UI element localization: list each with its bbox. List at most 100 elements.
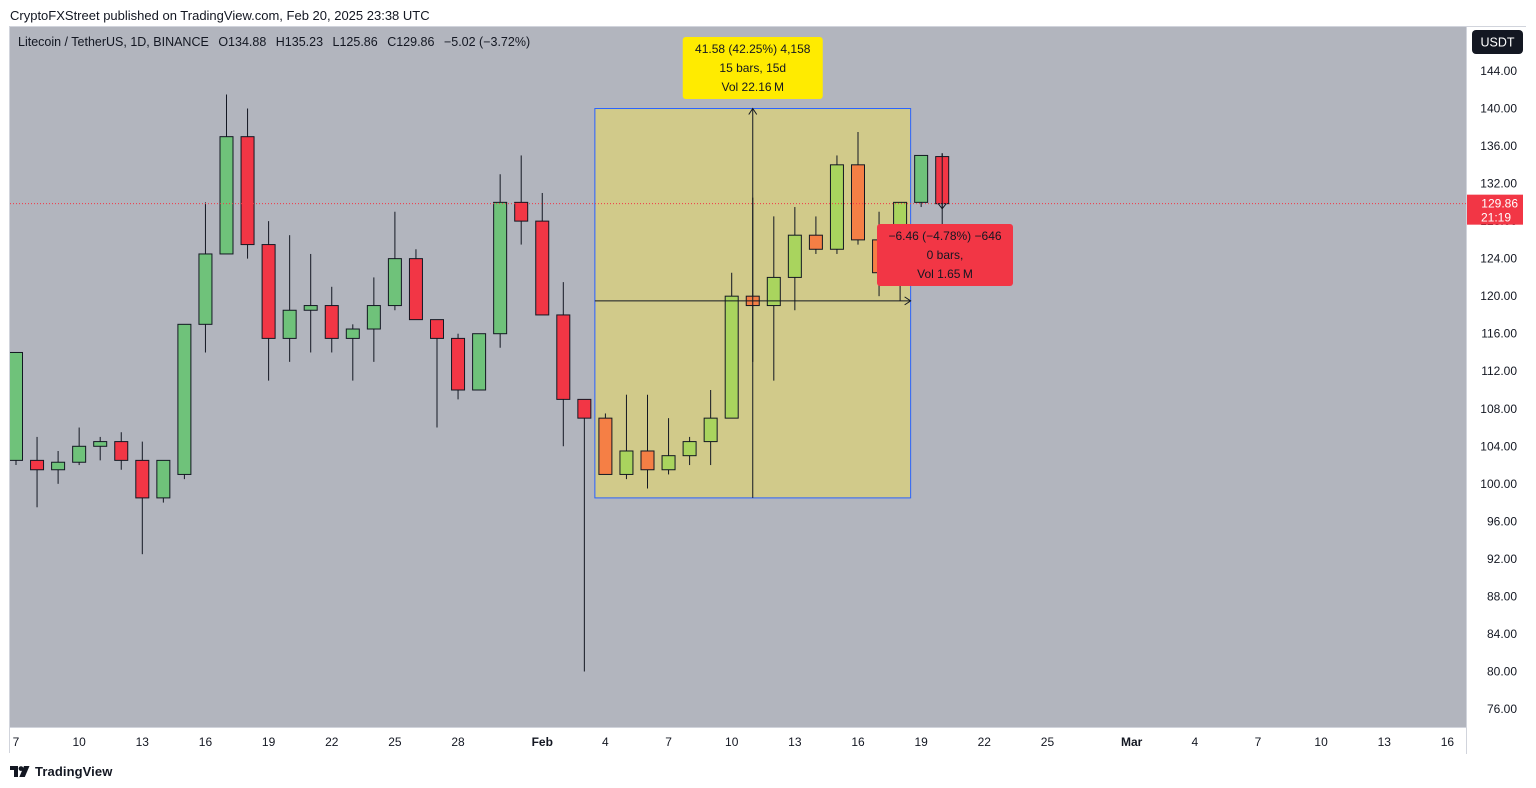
- candle[interactable]: [808, 216, 823, 254]
- short-measure-line-1: −6.46 (−4.78%) −646: [888, 229, 1001, 243]
- candle[interactable]: [451, 333, 466, 400]
- candle[interactable]: [556, 282, 571, 447]
- candle[interactable]: [914, 154, 929, 208]
- measure-up-arrow-icon: [748, 107, 758, 115]
- candle[interactable]: [640, 394, 655, 489]
- time-tick-label: 13: [788, 735, 802, 749]
- candle[interactable]: [114, 432, 129, 470]
- time-tick-label: 10: [725, 735, 739, 749]
- price-tick-label: 132.00: [1480, 177, 1517, 191]
- candle[interactable]: [851, 131, 865, 245]
- measure-info-label: 41.58 (42.25%) 4,158 15 bars, 15d Vol 22.1…: [682, 37, 823, 99]
- ohlc-open: O134.88: [218, 35, 266, 49]
- last-price-tag-bg: [1467, 194, 1523, 225]
- candle[interactable]: [724, 272, 739, 419]
- candle-body: [514, 201, 529, 222]
- candle-body: [851, 164, 865, 241]
- chart-frame[interactable]: 41.58 (42.25%) 4,158 15 bars, 15d Vol 22.1…: [9, 26, 1527, 754]
- time-axis[interactable]: 7 10 13 16 19 22 25 28 Feb 4 7 10 13 16 19 22 25 Mar 4 7 10 1…: [13, 735, 1455, 749]
- candle[interactable]: [177, 323, 192, 480]
- candle[interactable]: [387, 211, 402, 311]
- candle[interactable]: [619, 394, 634, 480]
- candle[interactable]: [829, 155, 844, 254]
- candle-body: [703, 417, 718, 443]
- candle[interactable]: [51, 450, 66, 484]
- time-tick-label: 4: [602, 735, 609, 749]
- candle[interactable]: [682, 436, 697, 466]
- currency-badge[interactable]: USDT: [1472, 30, 1523, 54]
- price-tick-label: 112.00: [1481, 364, 1517, 378]
- price-tick-label: 96.00: [1487, 514, 1517, 528]
- candle[interactable]: [93, 436, 108, 461]
- time-tick-label: 16: [851, 735, 865, 749]
- candle[interactable]: [240, 108, 255, 259]
- candle[interactable]: [324, 286, 339, 353]
- candle[interactable]: [408, 249, 423, 321]
- measure-info-line-2: 15 bars, 15d: [719, 61, 786, 75]
- candle-body: [387, 258, 402, 307]
- price-tick-label: 144.00: [1480, 64, 1517, 78]
- time-tick-label: 7: [1255, 735, 1262, 749]
- price-tick-label: 104.00: [1480, 439, 1517, 453]
- candle-body: [345, 328, 360, 339]
- candle-body: [114, 441, 129, 461]
- candle[interactable]: [30, 436, 45, 508]
- candlestick-chart[interactable]: 41.58 (42.25%) 4,158 15 bars, 15d Vol 22.1…: [10, 27, 1527, 754]
- candle-body: [51, 461, 66, 471]
- tradingview-logo[interactable]: TradingView: [10, 764, 112, 779]
- price-tick-label: 116.00: [1481, 327, 1517, 341]
- published-byline: CryptoFXStreet published on TradingView.…: [10, 8, 430, 23]
- candle[interactable]: [787, 207, 802, 311]
- candle[interactable]: [577, 398, 592, 672]
- candle[interactable]: [514, 155, 529, 245]
- time-tick-label: 25: [1041, 735, 1055, 749]
- candle[interactable]: [303, 253, 318, 353]
- candle[interactable]: [10, 351, 23, 466]
- candle[interactable]: [198, 202, 213, 353]
- price-axis[interactable]: 144.00140.00136.00132.00128.00124.00120.…: [1467, 64, 1523, 716]
- candle[interactable]: [430, 319, 444, 428]
- time-tick-label: 22: [325, 735, 339, 749]
- time-tick-label: 19: [914, 735, 928, 749]
- candle[interactable]: [703, 390, 718, 466]
- candle-body: [177, 323, 192, 475]
- overlay-layer: 41.58 (42.25%) 4,158 15 bars, 15d Vol 22.1…: [10, 37, 1466, 498]
- symbol-line: Litecoin / TetherUS, 1D, BINANCE O134.88…: [18, 35, 530, 49]
- candle[interactable]: [766, 216, 781, 381]
- candle-body: [156, 459, 171, 499]
- candle-body: [135, 459, 150, 499]
- candle-body: [30, 459, 45, 471]
- candle-body: [472, 333, 487, 391]
- price-tick-label: 120.00: [1480, 289, 1517, 303]
- candle[interactable]: [345, 324, 360, 381]
- candle-body: [219, 136, 234, 255]
- candle[interactable]: [156, 459, 171, 503]
- candle[interactable]: [219, 94, 234, 255]
- candle[interactable]: [661, 418, 676, 475]
- candle[interactable]: [472, 333, 487, 391]
- time-tick-label: 7: [13, 735, 20, 749]
- symbol-name: Litecoin / TetherUS, 1D, BINANCE: [18, 35, 209, 49]
- candle[interactable]: [535, 192, 550, 316]
- candle-body: [787, 234, 802, 278]
- time-tick-label: Feb: [532, 735, 553, 749]
- candle-body: [598, 417, 613, 475]
- candle-body: [72, 445, 87, 463]
- candle[interactable]: [135, 441, 150, 555]
- candle[interactable]: [282, 235, 297, 362]
- candle[interactable]: [72, 427, 87, 466]
- candles-layer: [10, 94, 950, 672]
- measure-right-arrow-icon: [904, 296, 912, 306]
- candle[interactable]: [261, 221, 276, 381]
- short-measure-line-2: 0 bars,: [927, 248, 964, 262]
- measure-info-line-1: 41.58 (42.25%) 4,158: [695, 42, 811, 56]
- candle-body: [93, 441, 108, 447]
- candle-body: [829, 164, 844, 250]
- candle-body: [408, 258, 423, 321]
- candle[interactable]: [366, 277, 381, 362]
- price-tick-label: 88.00: [1487, 589, 1517, 603]
- time-tick-label: 10: [1314, 735, 1328, 749]
- candle[interactable]: [598, 413, 613, 475]
- candle[interactable]: [493, 174, 508, 348]
- price-tick-label: 108.00: [1480, 402, 1517, 416]
